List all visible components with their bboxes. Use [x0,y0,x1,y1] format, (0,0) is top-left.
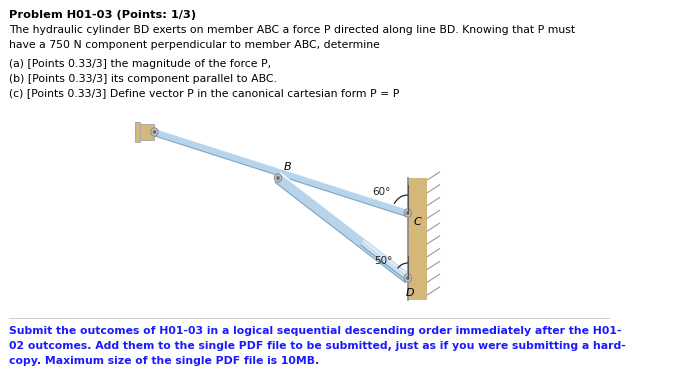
Text: (a) [Points 0.33/3] the magnitude of the force P,: (a) [Points 0.33/3] the magnitude of the… [9,59,271,69]
Text: The hydraulic cylinder BD exerts on member ABC a force P directed along line BD.: The hydraulic cylinder BD exerts on memb… [9,25,575,35]
Circle shape [276,176,280,180]
Circle shape [404,274,412,282]
Text: (b) [Points 0.33/3] its component parallel to ABC.: (b) [Points 0.33/3] its component parall… [9,74,276,84]
Circle shape [406,276,410,280]
Text: have a 750 N component perpendicular to member ABC, determine: have a 750 N component perpendicular to … [9,40,379,50]
Text: Submit the outcomes of H01-03 in a logical sequential descending order immediate: Submit the outcomes of H01-03 in a logic… [9,326,622,336]
Polygon shape [275,173,410,282]
Text: copy. Maximum size of the single PDF file is 10MB.: copy. Maximum size of the single PDF fil… [9,355,319,365]
Bar [408,178,427,300]
Text: B: B [284,162,291,172]
Text: (c) [Points 0.33/3] Define vector P in the canonical cartesian form P = P: (c) [Points 0.33/3] Define vector P in t… [9,88,399,99]
Text: C: C [413,217,421,227]
Circle shape [150,128,158,136]
Text: Problem H01-03 (Points: 1/3): Problem H01-03 (Points: 1/3) [9,10,196,20]
Circle shape [274,174,282,182]
Circle shape [406,211,410,215]
Text: 02 outcomes. Add them to the single PDF file to be submitted, just as if you wer: 02 outcomes. Add them to the single PDF … [9,341,626,351]
Text: D: D [405,288,414,298]
Polygon shape [361,241,409,280]
Text: 60°: 60° [372,187,391,197]
Circle shape [404,209,412,217]
Bar [135,122,140,142]
Circle shape [153,130,156,134]
Polygon shape [153,128,409,217]
Bar [139,124,155,140]
Text: 50°: 50° [374,256,392,266]
